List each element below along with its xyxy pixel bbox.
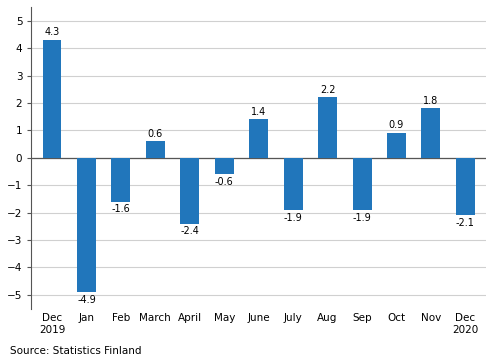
Bar	[215, 158, 234, 174]
Text: -0.6: -0.6	[215, 177, 234, 187]
Text: -4.9: -4.9	[77, 295, 96, 305]
Text: 1.8: 1.8	[423, 96, 439, 106]
Bar	[77, 158, 96, 292]
Bar	[318, 98, 337, 158]
Bar	[146, 141, 165, 158]
Text: 0.6: 0.6	[148, 129, 163, 139]
Text: -2.4: -2.4	[180, 226, 199, 236]
Bar	[387, 133, 406, 158]
Text: -1.9: -1.9	[352, 213, 371, 222]
Bar	[283, 158, 303, 210]
Bar	[422, 108, 440, 158]
Bar	[42, 40, 62, 158]
Bar	[456, 158, 475, 215]
Bar	[180, 158, 199, 224]
Text: 0.9: 0.9	[389, 120, 404, 130]
Text: -2.1: -2.1	[456, 218, 475, 228]
Bar	[249, 120, 268, 158]
Text: 1.4: 1.4	[251, 107, 266, 117]
Text: -1.9: -1.9	[284, 213, 303, 222]
Text: -1.6: -1.6	[111, 204, 130, 215]
Text: 4.3: 4.3	[44, 27, 60, 37]
Bar	[352, 158, 372, 210]
Text: 2.2: 2.2	[320, 85, 335, 95]
Text: Source: Statistics Finland: Source: Statistics Finland	[10, 346, 141, 356]
Bar	[111, 158, 130, 202]
